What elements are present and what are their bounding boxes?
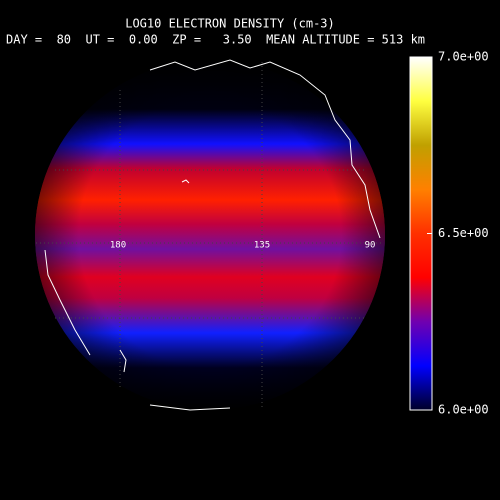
colorbar-label: 6.0e+00 bbox=[438, 403, 489, 417]
longitude-label: 135 bbox=[254, 241, 270, 251]
colorbar-label: 6.5e+00 bbox=[438, 226, 489, 240]
longitude-label: 90 bbox=[365, 241, 376, 251]
globe bbox=[35, 59, 385, 411]
colorbar-label: 7.0e+00 bbox=[438, 50, 489, 64]
colorbar: 6.0e+00 6.5e+00 7.0e+00 bbox=[409, 50, 489, 417]
subtitle: DAY = 80 UT = 0.00 ZP = 3.50 MEAN ALTITU… bbox=[6, 33, 425, 47]
longitude-labels: 180 135 90 bbox=[110, 241, 376, 251]
title: LOG10 ELECTRON DENSITY (cm-3) bbox=[125, 17, 335, 31]
longitude-label: 180 bbox=[110, 241, 126, 251]
